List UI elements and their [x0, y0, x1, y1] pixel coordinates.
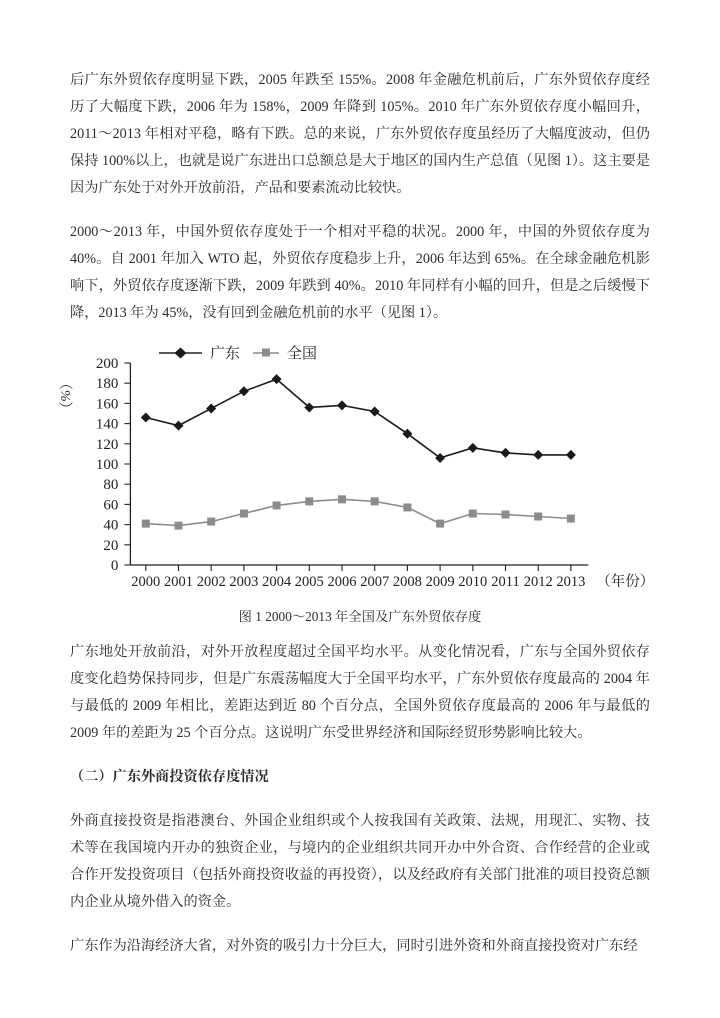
svg-text:2012: 2012: [524, 574, 553, 590]
svg-text:2009: 2009: [426, 574, 455, 590]
svg-text:2001: 2001: [164, 574, 193, 590]
svg-text:2013: 2013: [556, 574, 585, 590]
svg-text:2005: 2005: [295, 574, 324, 590]
svg-text:全国: 全国: [287, 345, 317, 362]
svg-text:200: 200: [96, 356, 119, 372]
svg-text:2006: 2006: [328, 574, 357, 590]
svg-text:80: 80: [103, 477, 118, 493]
svg-text:100: 100: [96, 457, 119, 473]
svg-text:2011: 2011: [491, 574, 519, 590]
svg-text:2008: 2008: [393, 574, 422, 590]
svg-text:160: 160: [96, 396, 119, 412]
svg-text:180: 180: [96, 376, 119, 392]
svg-text:0: 0: [111, 558, 119, 574]
svg-text:40: 40: [103, 517, 118, 533]
svg-text:120: 120: [96, 437, 119, 453]
svg-text:2002: 2002: [197, 574, 226, 590]
svg-text:2007: 2007: [360, 574, 389, 590]
svg-text:2000: 2000: [131, 574, 160, 590]
svg-text:20: 20: [103, 538, 118, 554]
svg-text:140: 140: [96, 416, 119, 432]
svg-text:广东: 广东: [210, 345, 240, 362]
svg-text:2004: 2004: [262, 574, 292, 590]
svg-text:60: 60: [103, 497, 118, 513]
svg-text:2010: 2010: [458, 574, 487, 590]
svg-text:（年份）: （年份）: [596, 572, 654, 590]
svg-text:2003: 2003: [229, 574, 258, 590]
